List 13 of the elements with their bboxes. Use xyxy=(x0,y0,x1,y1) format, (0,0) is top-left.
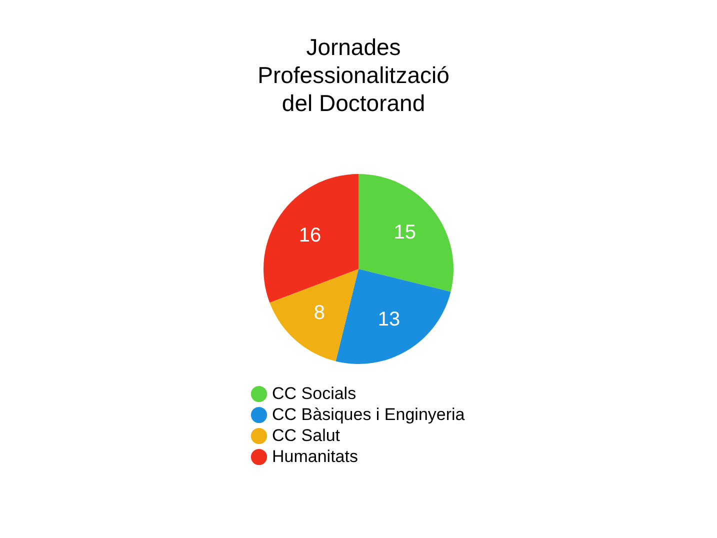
pie-slice xyxy=(336,269,451,364)
data-label: 13 xyxy=(378,308,400,330)
data-label: 8 xyxy=(314,302,326,324)
legend-label: CC Socials xyxy=(272,384,356,403)
chart-title: Jornades Professionalització del Doctorand xyxy=(258,34,450,116)
legend-label: Humanitats xyxy=(272,447,358,466)
data-label: 16 xyxy=(298,224,322,247)
pie-slice xyxy=(264,174,358,303)
legend-label: CC Salut xyxy=(272,426,340,445)
pie-slice xyxy=(270,269,358,362)
legend-label: CC Bàsiques i Enginyeria xyxy=(272,405,466,424)
pie-slice xyxy=(358,174,454,292)
data-label: 15 xyxy=(394,222,416,244)
